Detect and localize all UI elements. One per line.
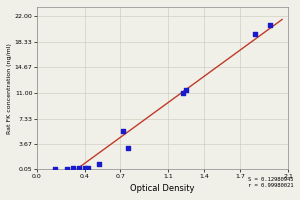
Text: S = 0.12980945
r = 0.99980021: S = 0.12980945 r = 0.99980021 — [248, 177, 294, 188]
Point — [184, 88, 189, 91]
Point — [97, 163, 101, 166]
Point — [76, 167, 81, 170]
Y-axis label: Rat FK concentration (ng/ml): Rat FK concentration (ng/ml) — [7, 43, 12, 134]
Point — [64, 167, 69, 171]
Point — [70, 167, 75, 170]
X-axis label: Optical Density: Optical Density — [130, 184, 195, 193]
Point — [52, 168, 57, 171]
Point — [180, 91, 185, 95]
Point — [86, 166, 91, 169]
Point — [82, 166, 87, 169]
Point — [121, 130, 125, 133]
Point — [252, 33, 257, 36]
Point — [268, 23, 273, 26]
Point — [125, 146, 130, 150]
